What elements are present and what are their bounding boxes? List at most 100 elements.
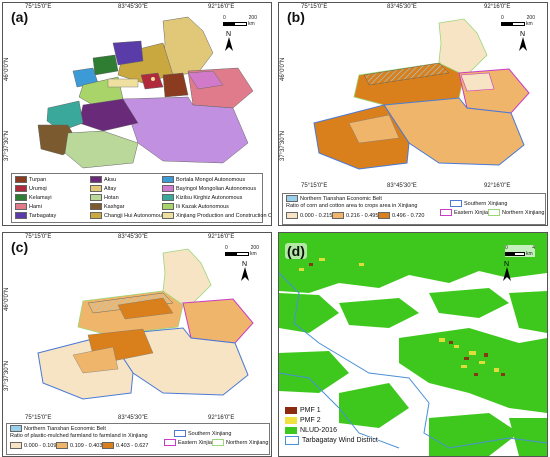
- legend-item: PMF 1: [285, 405, 378, 415]
- legend-swatch: [102, 442, 114, 449]
- legend-swatch: [332, 212, 344, 219]
- scale-bar: 0 200 km: [223, 15, 257, 27]
- lon-label: 92°16'0"E: [484, 183, 511, 189]
- legend-swatch: [15, 185, 27, 192]
- legend-corn-cotton: Northern Tianshan Economic Belt Ratio of…: [282, 193, 546, 225]
- legend-item: Changji Hui Autonomous: [90, 212, 165, 219]
- legend-region: Northern Xinjiang: [212, 439, 269, 446]
- lon-label: 83°45'30"E: [387, 4, 417, 10]
- legend-region: Eastern Xinjiang: [440, 209, 494, 216]
- legend-region: Eastern Xinjiang: [164, 439, 218, 446]
- legend-title: Ratio of plastic-mulched farmland to far…: [10, 433, 148, 439]
- svg-text:N: N: [504, 261, 509, 268]
- legend-swatch: [162, 203, 174, 210]
- legend-item: Tarbagatay: [15, 212, 56, 219]
- legend-prefectures: Turpan Urumqi Kelamayi Hami Tarbagatay Aksu A…: [11, 173, 271, 223]
- legend-swatch: [10, 442, 22, 449]
- legend-item: Kelamayi: [15, 194, 52, 201]
- panel-d-detail-map: N 0 4 km (d) PMF 1 PMF 2 NLUD-2016 Tarbagata…: [278, 232, 548, 457]
- legend-swatch: [162, 185, 174, 192]
- panel-label: (d): [285, 243, 307, 259]
- legend-swatch: [450, 200, 462, 207]
- legend-class: 0.403 - 0.627: [102, 442, 148, 449]
- legend-item: Altay: [90, 185, 116, 192]
- legend-item: Kashgar: [90, 203, 125, 210]
- legend-swatch: [212, 439, 224, 446]
- lon-label: 92°16'0"E: [208, 234, 235, 240]
- scale-bar: 0 200 km: [501, 15, 535, 27]
- scale-unit: km: [526, 251, 533, 257]
- legend-item: Hotan: [90, 194, 119, 201]
- legend-item: Bortala Mongol Autonomous: [162, 176, 245, 183]
- scale-zero: 0: [501, 15, 504, 21]
- north-arrow-icon: N: [239, 259, 251, 281]
- legend-class: 0.000 - 0.215: [286, 212, 332, 219]
- scale-max: 200: [250, 245, 259, 251]
- legend-region: Southern Xinjiang: [450, 200, 507, 207]
- legend-swatch: [164, 439, 176, 446]
- lat-label: 37°37'30"N: [280, 130, 286, 161]
- scale-zero: 0: [223, 15, 226, 21]
- legend-item: NLUD-2016: [285, 425, 378, 435]
- legend-belt: Northern Tianshan Economic Belt: [10, 425, 106, 432]
- panel-label: (a): [9, 9, 31, 25]
- legend-class: 0.000 - 0.109: [10, 442, 56, 449]
- lat-label: 46°0'0"N: [4, 57, 10, 81]
- lon-label: 75°15'0"E: [301, 4, 328, 10]
- legend-item: Hami: [15, 203, 42, 210]
- legend-region: Southern Xinjiang: [174, 430, 231, 437]
- scale-bar: 0 4 km: [505, 245, 535, 257]
- legend-swatch: [162, 212, 174, 219]
- legend-swatch: [285, 406, 297, 414]
- legend-swatch: [285, 426, 297, 434]
- lon-label: 92°16'0"E: [208, 415, 235, 421]
- lon-label: 75°15'0"E: [25, 4, 52, 10]
- legend-swatch: [162, 194, 174, 201]
- legend-swatch: [90, 194, 102, 201]
- legend-item: Bayingol Mongolian Autonomous: [162, 185, 256, 192]
- legend-title: Ratio of corn and cotton area to crops a…: [286, 203, 418, 209]
- lat-label: 37°37'30"N: [4, 130, 10, 161]
- tarbagatay-detail-map: [279, 233, 547, 456]
- legend-region: Northern Xinjiang: [488, 209, 545, 216]
- panel-b-corn-cotton-map: 75°15'0"E 83°45'30"E 92°16'0"E 46°0'0"N …: [278, 2, 548, 226]
- scale-unit: km: [248, 21, 255, 27]
- svg-text:N: N: [520, 31, 525, 38]
- xinjiang-prefecture-map: [37, 16, 254, 169]
- panel-a-prefecture-map: 75°15'0"E 83°45'30"E 92°16'0"E 46°0'0"N …: [2, 2, 272, 226]
- legend-swatch: [15, 176, 27, 183]
- legend-item: Ili Kazak Autonomous: [162, 203, 229, 210]
- panel-label: (c): [9, 239, 31, 255]
- lon-label: 92°16'0"E: [484, 4, 511, 10]
- scale-unit: km: [526, 21, 533, 27]
- lon-label: 75°15'0"E: [25, 234, 52, 240]
- scale-zero: 0: [505, 245, 508, 251]
- legend-item: Tarbagatay Wind District: [285, 435, 378, 445]
- legend-class: 0.216 - 0.495: [332, 212, 378, 219]
- scale-max: 4: [532, 245, 535, 251]
- lon-label: 83°45'30"E: [118, 4, 148, 10]
- legend-item: PMF 2: [285, 415, 378, 425]
- lon-label: 83°45'30"E: [118, 234, 148, 240]
- panel-label: (b): [285, 9, 307, 25]
- legend-item: Xinjiang Production and Construction Cor…: [162, 212, 271, 219]
- svg-text:N: N: [226, 31, 231, 38]
- lon-label: 83°45'30"E: [118, 415, 148, 421]
- corn-cotton-ratio-map: [313, 18, 530, 170]
- legend-item: Turpan: [15, 176, 46, 183]
- north-arrow-icon: N: [223, 29, 235, 51]
- legend-belt: Northern Tianshan Economic Belt: [286, 195, 382, 202]
- legend-swatch: [285, 435, 299, 445]
- legend-class: 0.496 - 0.720: [378, 212, 424, 219]
- legend-swatch: [286, 212, 298, 219]
- legend-item: Aksu: [90, 176, 116, 183]
- legend-swatch: [15, 203, 27, 210]
- scale-zero: 0: [225, 245, 228, 251]
- legend-swatch: [15, 212, 27, 219]
- legend-plastic-mulch: Northern Tianshan Economic Belt Ratio of…: [6, 423, 270, 455]
- scale-unit: km: [250, 251, 257, 257]
- lon-label: 92°16'0"E: [208, 4, 235, 10]
- legend-detail: PMF 1 PMF 2 NLUD-2016 Tarbagatay Wind Distr…: [285, 405, 378, 445]
- north-arrow-icon: N: [517, 29, 529, 51]
- legend-swatch: [162, 176, 174, 183]
